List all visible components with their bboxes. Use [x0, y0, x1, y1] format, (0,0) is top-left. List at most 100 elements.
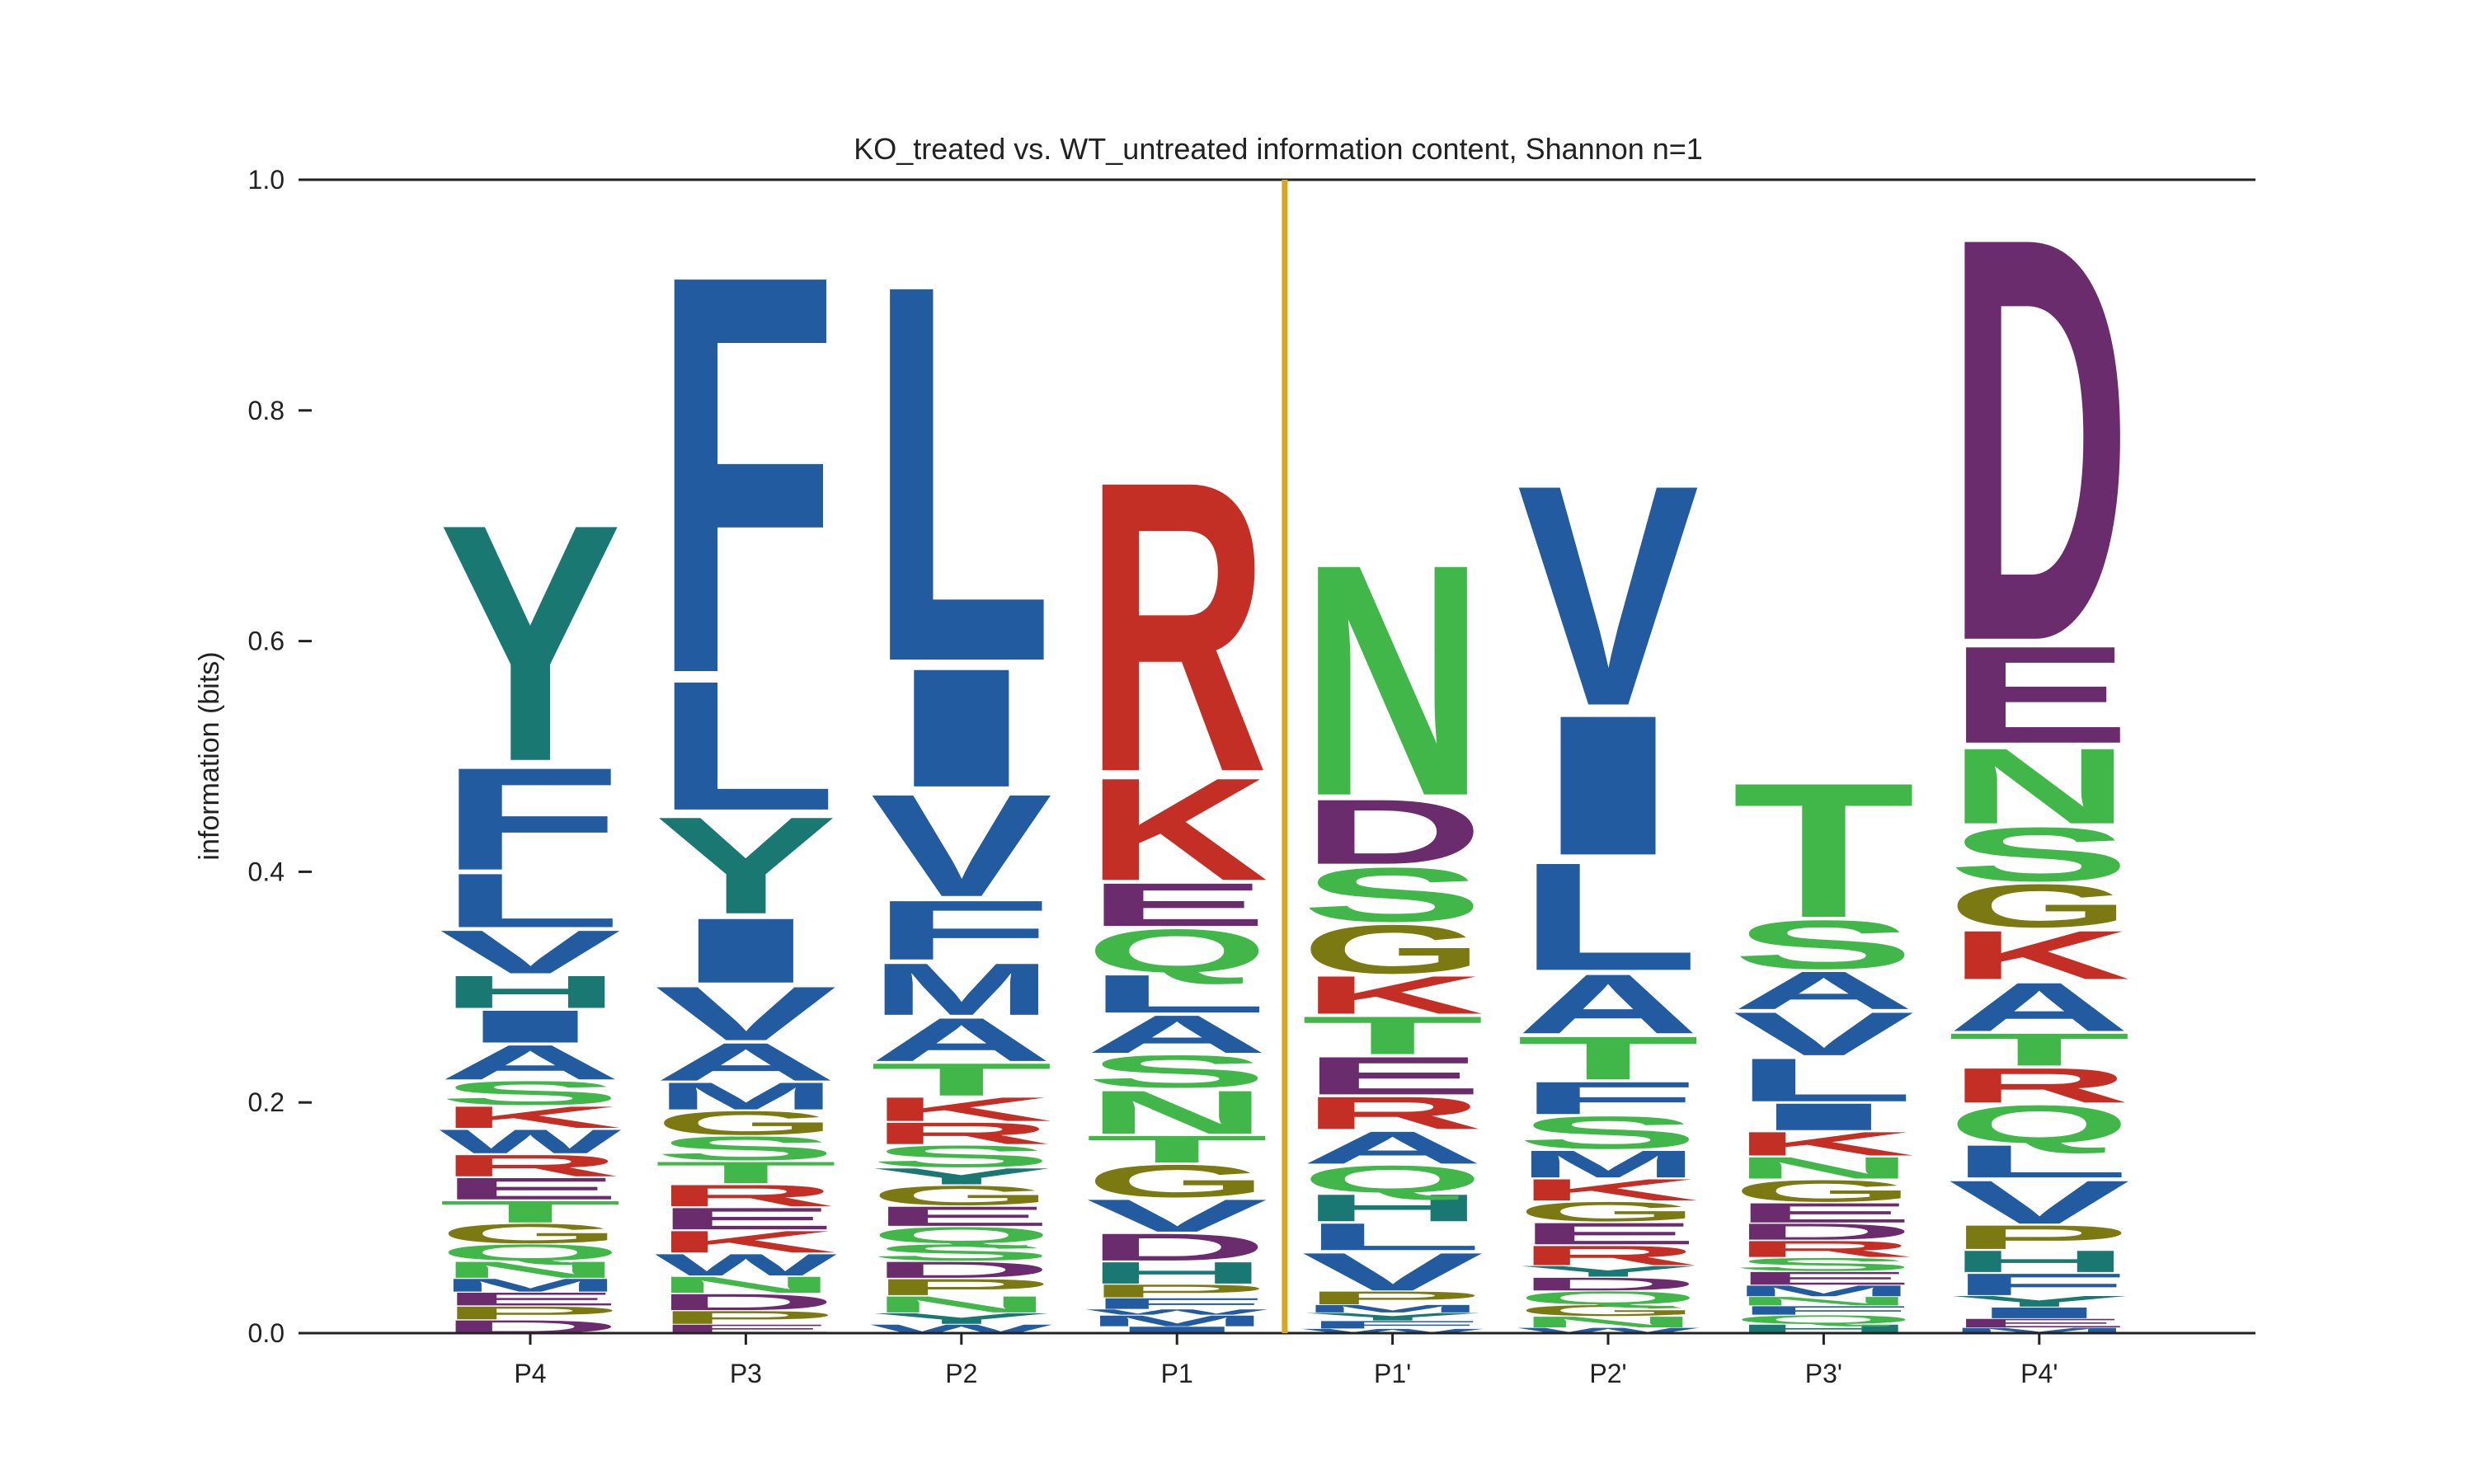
logo-letter-F: F	[1301, 1319, 1484, 1331]
logo-letter-W: W	[440, 1123, 622, 1161]
logo-letter-P: P	[439, 1303, 622, 1323]
logo-letter-T: T	[1301, 1006, 1484, 1066]
y-tick-label: 0.6	[248, 627, 285, 656]
y-tick-label: 0.2	[248, 1087, 285, 1117]
logo-letter-V: V	[870, 764, 1054, 928]
logo-letter-V: V	[1301, 1242, 1484, 1302]
logo-letter-P: P	[870, 1275, 1053, 1300]
logo-letter-S: S	[870, 1139, 1053, 1174]
logo-letter-S: S	[1732, 1254, 1915, 1275]
logo-letter-Y: Y	[870, 1163, 1053, 1189]
logo-letter-L: L	[1948, 1136, 2131, 1187]
logo-letter-T: T	[870, 1054, 1053, 1105]
logo-letter-F: F	[439, 737, 622, 900]
logo-letter-K: K	[1948, 917, 2131, 994]
logo-letter-M: M	[870, 948, 1053, 1031]
logo-letter-P: P	[1085, 1280, 1268, 1301]
logo-letter-Q: Q	[1085, 917, 1268, 985]
logo-letter-Q: Q	[1301, 1158, 1484, 1200]
logo-letter-R: R	[1301, 1087, 1484, 1139]
x-tick-label: P3'	[1805, 1359, 1842, 1388]
logo-letter-K: K	[870, 1091, 1053, 1129]
logo-letter-G: G	[1732, 1174, 1915, 1209]
logo-letter-I: I	[1732, 1096, 1915, 1139]
logo-letter-E: E	[1732, 1197, 1915, 1228]
logo-letter-S: S	[439, 1074, 622, 1112]
logo-letter-M: M	[1517, 1143, 1700, 1186]
logo-letter-Q: Q	[1948, 1094, 2131, 1154]
logo-letter-E: E	[1301, 1045, 1484, 1106]
logo-letter-K: K	[1301, 965, 1484, 1026]
logo-letter-M: M	[1948, 1327, 2131, 1335]
logo-letter-H: H	[1085, 1256, 1268, 1290]
logo-letter-M: M	[1301, 1303, 1484, 1315]
logo-letter-E: E	[1732, 1268, 1915, 1289]
logo-letter-L: L	[1301, 1215, 1484, 1258]
logo-letter-A: A	[1732, 960, 1915, 1021]
logo-letter-A: A	[1085, 1004, 1268, 1064]
logo-letter-F: F	[1085, 1295, 1268, 1313]
logo-letter-R: R	[654, 1179, 837, 1214]
logo-letter-R: R	[1948, 1058, 2131, 1113]
logo-letter-E: E	[1517, 1217, 1700, 1252]
logo-letter-L: L	[654, 642, 837, 848]
logo-letter-S: S	[1732, 906, 1915, 984]
y-tick-label: 1.0	[248, 165, 285, 195]
logo-letter-N: N	[1301, 495, 1484, 865]
logo-letter-D: D	[1301, 781, 1484, 884]
logo-letter-E: E	[1085, 871, 1268, 939]
logo-letter-W: W	[1301, 1327, 1484, 1334]
logo-letter-S: S	[1948, 811, 2131, 897]
logo-letter-E: E	[654, 1202, 837, 1237]
logo-letter-N: N	[1732, 1151, 1915, 1186]
chart-title: KO_treated vs. WT_untreated information …	[854, 132, 1703, 166]
logo-letter-Q: Q	[1517, 1288, 1700, 1308]
logo-letter-D: D	[1732, 1219, 1915, 1244]
logo-letter-E: E	[1948, 617, 2131, 772]
logo-letter-P: P	[1301, 1288, 1484, 1308]
logo-letter-G: G	[1948, 871, 2131, 940]
logo-letter-V: V	[1948, 1168, 2130, 1237]
logo-letter-D: D	[1085, 1226, 1268, 1269]
logo-letter-V: V	[1517, 419, 1700, 772]
logo-letter-Y: Y	[1301, 1311, 1484, 1323]
logo-letter-S: S	[1085, 1045, 1268, 1097]
logo-letter-Q: Q	[439, 1239, 622, 1265]
x-tick-label: P3	[730, 1359, 762, 1388]
logo-letter-F: F	[870, 883, 1053, 978]
logo-letter-T: T	[1948, 1024, 2131, 1075]
logo-letter-R: R	[1732, 1236, 1915, 1261]
logo-letter-R: R	[1517, 1240, 1700, 1270]
logo-letter-E: E	[870, 1201, 1053, 1232]
logo-letter-E: E	[439, 1289, 622, 1309]
logo-letter-D: D	[654, 1289, 837, 1315]
y-axis: 0.0 0.2 0.4 0.6 0.8 1.0	[248, 165, 312, 1348]
logo-letter-K: K	[654, 1225, 837, 1260]
logo-letter-G: G	[1517, 1302, 1700, 1319]
logo-letter-S: S	[654, 1129, 837, 1167]
logo-letter-H: H	[1301, 1186, 1484, 1229]
logo-letter-M: M	[1732, 1282, 1915, 1299]
y-tick-label: 0.4	[248, 857, 285, 886]
logo-letter-N: N	[870, 1292, 1053, 1317]
logo-letter-V: V	[1086, 1190, 1268, 1241]
x-tick-label: P2'	[1589, 1359, 1626, 1388]
logo-letter-L: L	[1517, 831, 1700, 1003]
logo-letter-R: R	[439, 1148, 622, 1183]
logo-letter-T: T	[1085, 1128, 1268, 1171]
logo-letter-I: I	[439, 1001, 622, 1052]
logo-letter-R: R	[870, 1116, 1053, 1151]
x-tick-label: P1	[1161, 1359, 1193, 1388]
logo-letter-N: N	[1085, 1078, 1268, 1147]
logo-letter-Y: Y	[1948, 1293, 2131, 1310]
logo-letter-Q: Q	[1732, 1313, 1915, 1327]
logo-letter-S: S	[1301, 852, 1484, 937]
x-tick-label: P1'	[1374, 1359, 1411, 1388]
logo-letter-A: A	[439, 1035, 622, 1090]
